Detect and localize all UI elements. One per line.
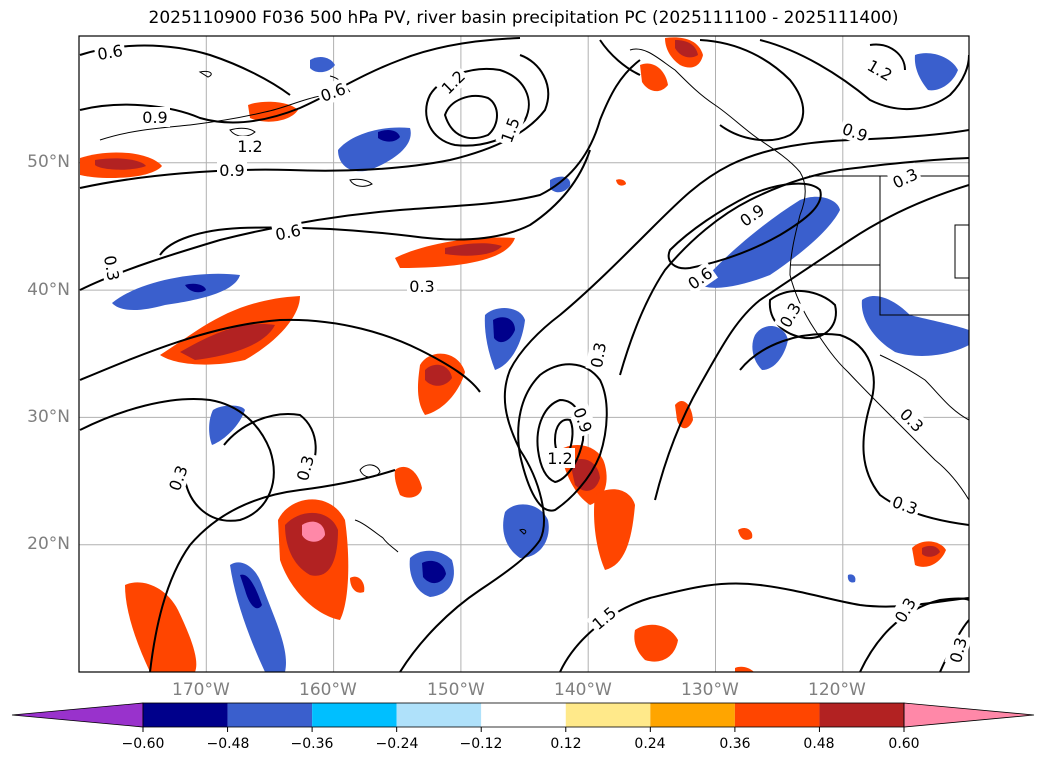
colorbar-swatch xyxy=(734,703,820,727)
contour-label-bg xyxy=(837,117,873,147)
colorbar-tick: −0.36 xyxy=(290,736,334,752)
colorbar-extend-max xyxy=(903,702,1035,728)
contour-label-bg xyxy=(681,261,719,295)
colorbar-tick: 0.36 xyxy=(719,736,751,752)
colorbar-tick: −0.60 xyxy=(121,736,165,752)
contour-label-bg xyxy=(93,39,127,65)
pv-contour-label: 0.9 xyxy=(142,108,167,127)
contour-label-bg xyxy=(887,162,923,194)
lat-label-40n: 40°N xyxy=(27,280,70,300)
contour-label-bg xyxy=(733,198,771,232)
lat-label-20n: 20°N xyxy=(27,534,70,554)
map-area xyxy=(79,36,969,672)
contour-label-bg xyxy=(862,53,898,87)
contour-label-bg xyxy=(888,592,922,628)
colorbar-tick: 0.60 xyxy=(888,736,920,752)
pv-contours xyxy=(79,37,969,672)
colorbar-swatch xyxy=(227,703,313,727)
lon-label-170w: 170°W xyxy=(172,680,230,700)
lat-label-50n: 50°N xyxy=(27,152,70,172)
contour-label-bg xyxy=(407,276,437,296)
contour-label-bg xyxy=(585,338,611,372)
contour-label-bg xyxy=(235,136,265,156)
pv-contour-label: 0.9 xyxy=(219,161,244,180)
colorbar-swatch xyxy=(819,703,904,727)
pv-contour-label: 1.2 xyxy=(237,137,262,156)
contour-label-bg xyxy=(773,297,807,333)
pv-contour-label: 0.6 xyxy=(96,41,124,64)
colorbar-frame xyxy=(142,702,905,728)
pv-contour-label: 0.3 xyxy=(409,277,434,296)
pv-contour-label: 1.2 xyxy=(547,449,572,468)
contour-label-bg xyxy=(894,402,930,438)
lon-label-120w: 120°W xyxy=(808,680,866,700)
colorbar-swatch xyxy=(312,703,397,727)
lat-label-30n: 30°N xyxy=(27,407,70,427)
contour-label-bg xyxy=(586,600,622,636)
pv-contour-label: 0.3 xyxy=(100,254,123,282)
contour-label-bg xyxy=(435,64,471,100)
contour-label-bg xyxy=(99,251,125,285)
contour-label-bg xyxy=(271,219,305,245)
lon-label-160w: 160°W xyxy=(299,680,357,700)
colorbar-tick: −0.12 xyxy=(459,736,503,752)
colorbar-swatch xyxy=(396,703,482,727)
contour-label-bg xyxy=(944,632,972,668)
colorbar-swatch xyxy=(565,703,651,727)
colorbar-extend-min xyxy=(11,702,144,728)
pv-contour-label: 0.3 xyxy=(293,453,318,483)
contour-label-bg xyxy=(163,460,193,496)
contour-label-bg xyxy=(315,77,351,107)
pv-contour-label: 0.3 xyxy=(896,405,927,436)
pv-contour-label: 0.6 xyxy=(274,221,303,245)
colorbar-swatch xyxy=(481,703,566,727)
colorbar-tick: 0.12 xyxy=(550,736,582,752)
colorbar-tick: 0.24 xyxy=(634,736,666,752)
colorbar-tick: −0.24 xyxy=(375,736,419,752)
colorbar-swatch xyxy=(650,703,735,727)
contour-label-bg xyxy=(568,402,598,438)
colorbar-tick: 0.48 xyxy=(803,736,835,752)
colorbar-swatch xyxy=(143,703,228,727)
colorbar-tick: −0.48 xyxy=(206,736,250,752)
map-frame xyxy=(78,35,970,673)
pv-contour-label: 0.3 xyxy=(946,635,971,665)
colorbar xyxy=(11,702,1035,732)
contour-label-bg xyxy=(495,112,525,148)
lon-label-140w: 140°W xyxy=(554,680,612,700)
contour-label-bg xyxy=(291,450,319,486)
lon-label-150w: 150°W xyxy=(427,680,485,700)
lon-label-130w: 130°W xyxy=(681,680,739,700)
contour-label-bg xyxy=(217,160,247,180)
contour-label-bg xyxy=(545,448,575,468)
precip-anomaly-shading xyxy=(80,37,969,672)
contour-label-bg xyxy=(140,107,170,127)
map-title: 2025110900 F036 500 hPa PV, river basin … xyxy=(148,8,899,28)
pv-contour-labels: 0.60.60.91.20.90.60.30.31.21.51.20.90.30… xyxy=(93,39,972,668)
pv-contour-label: 0.3 xyxy=(587,341,610,369)
contour-label-bg xyxy=(887,490,923,520)
